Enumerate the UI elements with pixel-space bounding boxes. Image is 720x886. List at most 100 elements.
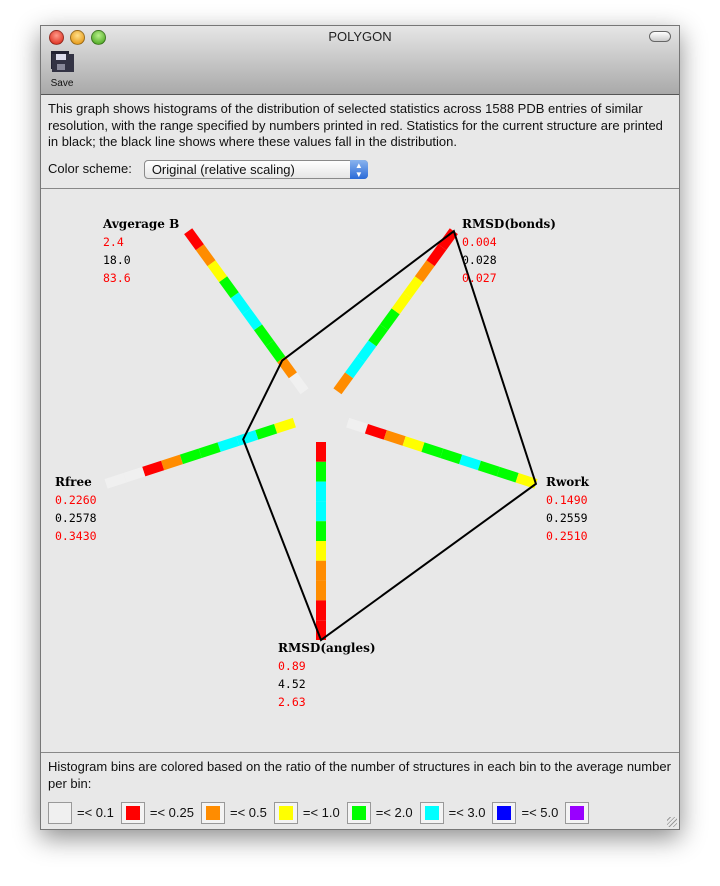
legend-label: =< 0.5	[229, 804, 267, 820]
legend-label: =< 2.0	[375, 804, 413, 820]
axis-current: 18.0	[103, 253, 131, 267]
axis-high: 83.6	[103, 271, 131, 285]
axis-high: 0.3430	[55, 529, 97, 543]
polygon-plot	[104, 228, 538, 642]
legend-swatch-white	[48, 802, 72, 824]
legend-label: =< 3.0	[448, 804, 486, 820]
histogram-bin	[161, 454, 183, 471]
minimize-button[interactable]	[70, 30, 85, 45]
save-label: Save	[50, 78, 74, 89]
chevron-updown-icon: ▲ ▼	[349, 159, 368, 179]
histogram-bin	[253, 324, 274, 347]
histogram-bin	[230, 292, 251, 315]
color-scheme-value: Original (relative scaling)	[151, 161, 295, 177]
histogram-bin	[403, 276, 423, 299]
current-structure-polygon	[242, 229, 538, 642]
axis-label-rfree: Rfree 0.2260 0.2578 0.3430	[55, 473, 97, 545]
legend-panel: Histogram bins are colored based on the …	[41, 753, 679, 830]
toolbar-toggle-button[interactable]	[649, 31, 671, 42]
zoom-button[interactable]	[91, 30, 106, 45]
legend-text: Histogram bins are colored based on the …	[48, 759, 671, 791]
axis-current: 0.2578	[55, 511, 97, 525]
axis-title: RMSD(bonds)	[462, 217, 556, 231]
histogram-bin	[207, 260, 228, 283]
color-scheme-select[interactable]: Original (relative scaling) ▲ ▼	[143, 159, 368, 179]
axis-current: 4.52	[278, 677, 306, 691]
axis-label-average-b: Avgerage B 2.4 18.0 83.6	[103, 215, 179, 287]
save-button[interactable]: Save	[49, 50, 75, 89]
axis-low: 0.004	[462, 235, 497, 249]
axis-current: 0.028	[462, 253, 497, 267]
description-panel: This graph shows histograms of the distr…	[41, 95, 679, 189]
histogram-bin	[104, 472, 127, 489]
legend-label: =< 0.1	[77, 804, 114, 820]
axis-title: Rwork	[546, 475, 589, 489]
histogram-bin	[273, 417, 296, 434]
histogram-bin	[440, 448, 463, 465]
legend-swatch-yellow	[273, 802, 298, 824]
histogram-bin	[379, 308, 400, 331]
legend-swatches: =< 0.1 =< 0.25 =< 0.5 =< 1.0 =< 2.0 =< 3.0 =< …	[48, 802, 672, 824]
histogram-bin	[142, 460, 165, 477]
floppy-disk-icon	[51, 51, 74, 72]
axis-low: 0.2260	[55, 493, 97, 507]
legend-swatch-green	[346, 802, 371, 824]
axis-label-rmsd-bonds: RMSD(bonds) 0.004 0.028 0.027	[462, 215, 556, 287]
legend-swatch-cyan	[419, 802, 444, 824]
histogram-bin	[184, 228, 204, 251]
histogram-bin	[356, 340, 377, 363]
legend-label: =< 0.25	[149, 804, 194, 820]
axis-low: 2.4	[103, 235, 124, 249]
histogram-bin	[368, 324, 389, 347]
histogram-bin	[496, 466, 519, 483]
histogram-bin	[477, 460, 500, 477]
histogram-bin	[288, 372, 309, 395]
axis-low: 0.89	[278, 659, 306, 673]
legend-label: =< 5.0	[521, 804, 559, 820]
axis-high: 2.63	[278, 695, 306, 709]
axis-current: 0.2559	[546, 511, 588, 525]
histogram-bin	[277, 356, 297, 379]
axis-label-rwork: Rwork 0.1490 0.2559 0.2510	[546, 473, 589, 545]
axis-low: 0.1490	[546, 493, 588, 507]
histogram-bin	[426, 244, 447, 267]
histogram-bin	[421, 442, 444, 459]
histogram-bin	[195, 244, 216, 267]
histogram-bin	[391, 292, 412, 315]
polygon-window: POLYGON Save This graph shows histograms…	[40, 25, 680, 830]
legend-swatch-blue	[492, 802, 517, 824]
legend-label: =< 1.0	[302, 804, 340, 820]
histogram-bin	[515, 472, 538, 489]
axis-title: RMSD(angles)	[278, 641, 376, 655]
close-button[interactable]	[49, 30, 64, 45]
resize-grip[interactable]	[667, 817, 677, 827]
polygon-chart: Avgerage B 2.4 18.0 83.6 RMSD(bonds) 0.0…	[41, 189, 679, 753]
histogram-bin	[364, 424, 387, 440]
histogram-bin	[219, 276, 239, 299]
histogram-bin	[179, 448, 202, 465]
histogram-bin	[236, 430, 259, 446]
histogram-bin	[265, 340, 286, 363]
axis-label-rmsd-angles: RMSD(angles) 0.89 4.52 2.63	[278, 639, 376, 711]
histogram-bin	[346, 417, 369, 434]
histogram-bin	[217, 436, 240, 452]
axis-high: 0.027	[462, 271, 497, 285]
histogram-bin	[383, 430, 406, 446]
histogram-bin	[123, 466, 146, 483]
legend-swatch-orange	[200, 802, 225, 824]
histogram-bin	[255, 424, 278, 440]
histogram-bin	[333, 372, 354, 395]
histogram-bin	[345, 356, 365, 379]
description-text: This graph shows histograms of the distr…	[48, 101, 663, 149]
title-bar: POLYGON Save	[41, 26, 679, 95]
axis-title: Avgerage B	[103, 217, 180, 231]
histogram-bin	[414, 260, 435, 283]
histogram-bin	[459, 454, 481, 471]
legend-swatch-purple	[565, 802, 590, 824]
axis-title: Rfree	[55, 475, 92, 489]
histogram-bin	[402, 436, 425, 452]
histogram-bin	[198, 442, 221, 459]
legend-swatch-red	[120, 802, 145, 824]
histogram-bin	[242, 308, 263, 331]
window-title: POLYGON	[328, 29, 392, 44]
